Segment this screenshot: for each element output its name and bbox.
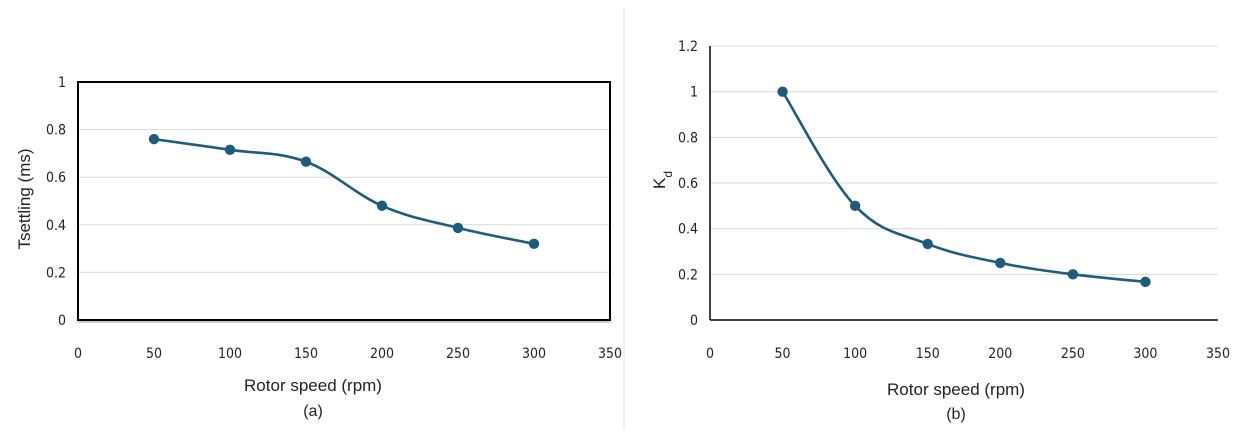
chart-a-series	[152, 137, 536, 246]
chart-a-caption: (a)	[303, 403, 323, 420]
chart-b-y-tick-label: 0.8	[678, 130, 698, 146]
chart-b-x-tick-label: 0	[706, 346, 714, 362]
chart-b-caption: (b)	[946, 406, 966, 423]
chart-a-data-point	[528, 238, 540, 250]
chart-b-series	[781, 90, 1147, 284]
chart-b-x-ticks: 0 50 100 150 200 250 300 350	[706, 346, 1230, 362]
chart-a-y-ticks: 0 0.2 0.4 0.6 0.8 1	[46, 75, 66, 329]
chart-b-x-tick-label: 250	[1061, 346, 1085, 362]
chart-b-y-tick-label: 0	[690, 313, 698, 329]
chart-b-data-point	[1067, 269, 1079, 280]
chart-a-x-tick-label: 200	[370, 346, 394, 362]
chart-b-frame	[709, 46, 1218, 321]
chart-a-data-point	[148, 133, 160, 145]
chart-b-x-tick-label: 50	[775, 346, 791, 362]
chart-b-y-tick-label: 0.6	[678, 176, 698, 192]
chart-b-y-tick-label: 0.4	[678, 222, 698, 238]
chart-b-y-ticks: 0 0.2 0.4 0.6 0.8 1 1.2	[678, 39, 698, 329]
chart-a-y-tick-label: 0	[58, 313, 66, 329]
chart-a-x-tick-label: 50	[146, 346, 162, 362]
chart-b-x-tick-label: 100	[843, 346, 867, 362]
chart-b-data-point	[1140, 276, 1151, 288]
chart-a-data-point	[300, 156, 312, 167]
chart-b-data-point	[777, 86, 788, 97]
chart-a-ylabel: Tsettling (ms)	[15, 148, 34, 249]
chart-a-data-point	[452, 222, 464, 234]
chart-b-y-tick-label: 0.2	[678, 267, 698, 283]
chart-a-y-tick-label: 0.2	[46, 265, 66, 281]
chart-a-frame	[77, 81, 611, 323]
chart-a-x-tick-label: 350	[598, 346, 622, 362]
chart-b-y-tick-label: 1.2	[678, 39, 698, 55]
chart-a-data-point	[376, 200, 388, 211]
chart-a-x-tick-label: 0	[74, 346, 82, 362]
chart-b-x-tick-label: 200	[988, 346, 1012, 362]
chart-b-ylabel-main: K	[650, 177, 669, 189]
chart-b-xlabel: Rotor speed (rpm)	[887, 380, 1025, 399]
chart-b-x-tick-label: 300	[1133, 346, 1157, 362]
chart-b-points	[777, 86, 1151, 288]
chart-a-plot-border	[77, 81, 611, 321]
chart-a-x-ticks: 0 50 100 150 200 250 300 350	[74, 346, 622, 362]
chart-a-data-point	[224, 144, 236, 156]
chart-a-x-tick-label: 300	[522, 346, 546, 362]
chart-b-x-tick-label: 350	[1206, 346, 1230, 362]
chart-b-data-point	[922, 238, 933, 250]
chart-a-y-tick-label: 0.8	[46, 123, 66, 139]
chart-a-xlabel: Rotor speed (rpm)	[244, 376, 382, 395]
chart-b-ylabel: Kd	[650, 171, 675, 189]
chart-a-y-tick-label: 0.4	[46, 218, 66, 234]
chart-a-y-tick-label: 1	[58, 75, 66, 91]
chart-b-data-point	[849, 200, 861, 212]
chart-b-y-tick-label: 1	[690, 85, 698, 101]
chart-a-points	[148, 133, 540, 250]
chart-b: 00.20.40.60.811.2 0 50 100 150 200 250 300 350 …	[650, 39, 1230, 423]
chart-a: 0 0.2 0.4 0.6 0.8 1 0 50 100 150 200 250 300 350 Tse…	[15, 75, 622, 420]
chart-a-x-tick-label: 100	[218, 346, 242, 362]
chart-b-series-line	[781, 90, 1147, 284]
chart-b-ylabel-sub: d	[661, 171, 675, 178]
chart-a-x-tick-label: 250	[446, 346, 470, 362]
chart-a-series-line	[152, 137, 536, 246]
chart-b-data-point	[995, 257, 1006, 269]
chart-a-x-tick-label: 150	[294, 346, 318, 362]
chart-b-x-tick-label: 150	[916, 346, 940, 362]
chart-a-y-tick-label: 0.6	[46, 170, 66, 186]
chart-b-gridlines	[710, 45, 1218, 275]
